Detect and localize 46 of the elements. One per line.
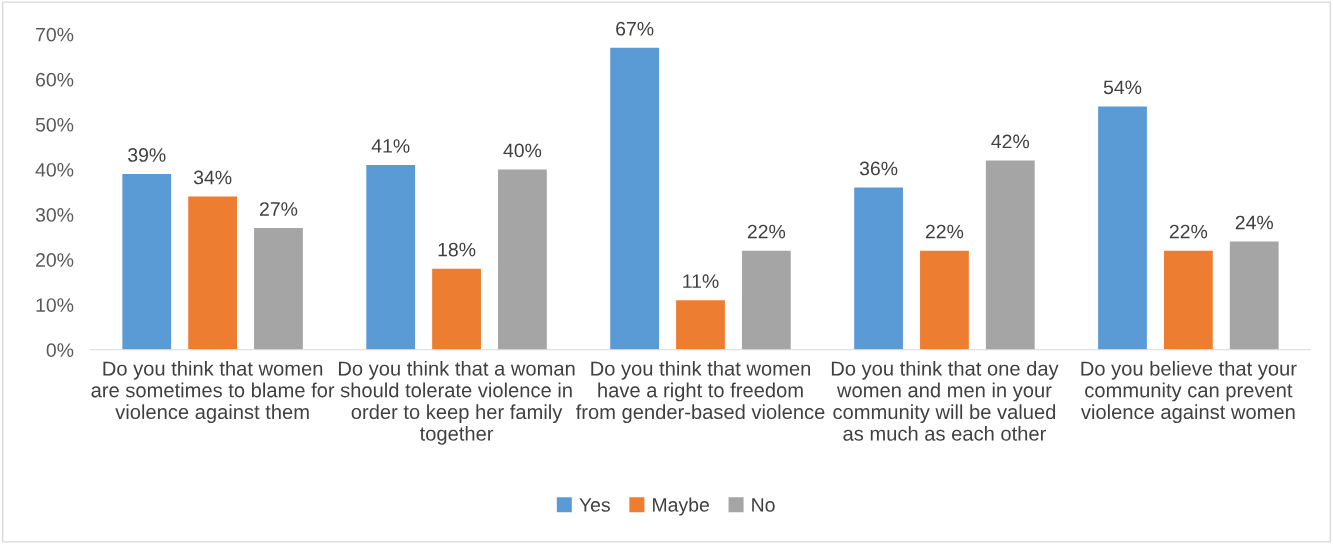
bar bbox=[676, 300, 725, 350]
bar bbox=[610, 47, 660, 350]
bar bbox=[432, 268, 481, 350]
x-tick-label: Do you think that women have a right to freedom from gender-based violence bbox=[575, 360, 825, 424]
data-label: 41% bbox=[371, 139, 410, 153]
data-label: 40% bbox=[503, 143, 542, 158]
bar bbox=[1229, 241, 1279, 350]
data-label: 34% bbox=[193, 170, 232, 185]
y-tick-label: 50% bbox=[35, 117, 74, 132]
legend-label: No bbox=[752, 498, 775, 512]
bar bbox=[985, 160, 1035, 350]
y-tick-label: 70% bbox=[36, 27, 74, 42]
y-tick-label: 0% bbox=[46, 343, 74, 358]
data-label: 11% bbox=[683, 274, 719, 288]
y-tick-label: 60% bbox=[36, 72, 74, 87]
bar bbox=[498, 169, 547, 350]
y-tick-label: 30% bbox=[35, 208, 74, 222]
data-label: 24% bbox=[1235, 215, 1273, 230]
data-label: 22% bbox=[1169, 224, 1208, 239]
x-tick-label: Do you believe that your community can prevent violence against women bbox=[1080, 360, 1297, 424]
data-label: 54% bbox=[1103, 80, 1142, 95]
bar bbox=[254, 228, 303, 350]
bar bbox=[854, 187, 903, 350]
x-tick-label: Do you think that one day women and men in your community will be valued as much as each other bbox=[831, 360, 1059, 441]
x-tick-label: Do you think that a woman should tolerate violence in order to keep her family together bbox=[338, 360, 575, 445]
legend-label: Maybe bbox=[653, 497, 709, 516]
data-label: 18% bbox=[438, 242, 476, 257]
data-label: 22% bbox=[747, 224, 786, 239]
x-tick-label: Do you think that women are sometimes to blame for violence against them bbox=[91, 360, 335, 424]
bar bbox=[366, 164, 416, 350]
data-label: 27% bbox=[260, 202, 298, 216]
data-label: 36% bbox=[859, 161, 898, 176]
data-label: 39% bbox=[128, 148, 166, 162]
data-label: 42% bbox=[991, 134, 1030, 149]
bar bbox=[122, 174, 172, 350]
bar bbox=[188, 196, 238, 350]
data-label: 67% bbox=[616, 21, 654, 36]
y-tick-label: 20% bbox=[36, 253, 74, 267]
bar bbox=[741, 250, 791, 350]
bar bbox=[920, 250, 969, 350]
y-tick-label: 40% bbox=[35, 162, 74, 177]
bar bbox=[1163, 250, 1213, 350]
data-label: 22% bbox=[925, 224, 964, 239]
y-tick-label: 10% bbox=[36, 298, 74, 312]
bar bbox=[1098, 106, 1147, 350]
legend-label: Yes bbox=[579, 498, 610, 512]
